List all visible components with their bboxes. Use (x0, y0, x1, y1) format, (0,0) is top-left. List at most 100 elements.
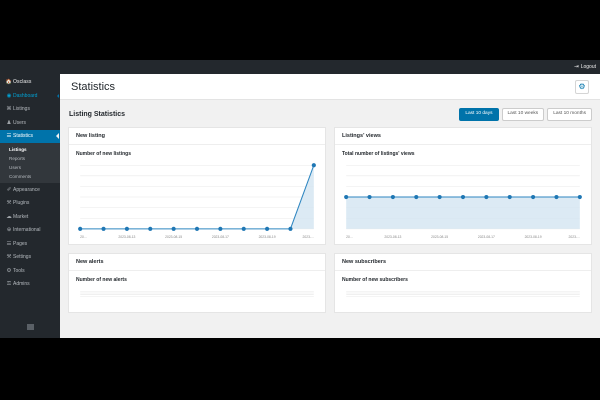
page-header: Statistics ⚙ (60, 74, 600, 100)
settings-icon: ⚒ (6, 254, 12, 261)
sidebar-item-market[interactable]: ☁ Market (0, 210, 60, 224)
gear-icon[interactable]: ⚙ (575, 79, 589, 94)
chart-point[interactable] (78, 226, 83, 231)
card-title: New alerts (69, 254, 325, 272)
plugins-icon: ⚒ (6, 200, 12, 207)
stat-card: New subscribers Number of new subscribers (334, 253, 592, 314)
chart-svg (346, 291, 580, 297)
chart-svg: 20... 2023-08-13 2023-08-15 2023-08-17 2023-… (344, 164, 582, 239)
statistics-icon: ☰ (6, 133, 12, 140)
sidebar-item-international[interactable]: ⊕ International (0, 224, 60, 238)
sidebar-brand[interactable]: 🏠 Osclass (0, 74, 60, 89)
logout-icon: ⇥ (574, 64, 579, 70)
admin-bar: ⇥ Logout (0, 60, 600, 74)
chart-point[interactable] (390, 194, 395, 199)
dashboard-icon: ◉ (6, 92, 12, 99)
sidebar-item-appearance[interactable]: ✐ Appearance (0, 183, 60, 197)
sidebar-item-plugins[interactable]: ⚒ Plugins (0, 197, 60, 211)
sidebar-submenu: Listings Reports Users Comments (0, 143, 60, 183)
collapse-menu-button[interactable] (0, 316, 60, 338)
sidebar-item-settings[interactable]: ⚒ Settings (0, 251, 60, 265)
chart-point[interactable] (531, 194, 536, 199)
chart-point[interactable] (367, 194, 372, 199)
card-body: Number of new alerts (69, 271, 325, 312)
submenu-item-reports[interactable]: Reports (9, 156, 26, 161)
chart-container: 20... 2023-08-13 2023-08-15 2023-08-17 2023-… (342, 160, 584, 241)
sidebar-item-tools[interactable]: ⚙ Tools (0, 264, 60, 278)
appearance-icon: ✐ (6, 186, 12, 193)
chart-point[interactable] (218, 226, 223, 231)
chart-point[interactable] (577, 194, 582, 199)
sidebar-item-label: Plugins (13, 200, 30, 207)
submenu-item-listings[interactable]: Listings (9, 147, 27, 152)
card-body: Number of new subscribers (335, 271, 591, 312)
x-axis-tick-label: 2023-08-19 (525, 235, 542, 239)
card-title: New listing (69, 128, 325, 145)
card-title: Listings' views (335, 128, 591, 145)
chart-point[interactable] (311, 162, 316, 168)
logout-link[interactable]: ⇥ Logout (574, 64, 596, 70)
section-header: Listing Statistics Last 10 days Last 10 w… (68, 108, 592, 121)
card-subtitle: Number of new listings (76, 150, 132, 157)
sidebar-menu: ◉ Dashboard ⌘ Listings ♟ Users ☰ Statistics List… (0, 89, 60, 291)
chart-point[interactable] (101, 226, 106, 231)
sidebar-item-listings[interactable]: ⌘ Listings (0, 103, 60, 117)
sidebar-item-dashboard[interactable]: ◉ Dashboard (0, 89, 60, 103)
sidebar-item-pages[interactable]: ☰ Pages (0, 237, 60, 251)
chart-svg (80, 291, 314, 297)
stat-card-grid: New listing Number of new listings 20... 20… (68, 126, 592, 314)
chart-container: 20... 2023-08-13 2023-08-15 2023-08-17 2023-… (76, 160, 318, 241)
chart-point[interactable] (171, 226, 176, 231)
chart-point[interactable] (265, 226, 270, 231)
range-button-last-10-months[interactable]: Last 10 months (547, 108, 592, 121)
admins-icon: ⚿ (6, 280, 12, 287)
main-content: Statistics ⚙ Listing Statistics Last 10 … (60, 74, 600, 338)
sidebar-item-label: Listings (13, 106, 30, 113)
international-icon: ⊕ (6, 227, 12, 234)
chart-point[interactable] (288, 226, 293, 231)
sidebar-brand-label: Osclass (13, 78, 32, 85)
chart-point[interactable] (554, 194, 559, 199)
sidebar-item-label: Dashboard (13, 92, 38, 99)
chart-container (342, 286, 584, 309)
chart-point[interactable] (507, 194, 512, 199)
sidebar-item-admins[interactable]: ⚿ Admins (0, 278, 60, 292)
x-axis-tick-label: 2023-... (569, 235, 580, 239)
card-body: Number of new listings 20... 2023-08-13 202… (69, 145, 325, 244)
card-body: Total number of listings' views 20... 2023… (335, 145, 591, 244)
chart-point[interactable] (437, 194, 442, 199)
sidebar-item-label: Appearance (13, 186, 40, 193)
chart-svg: 20... 2023-08-13 2023-08-15 2023-08-17 2023-… (78, 162, 316, 239)
chart-point[interactable] (148, 226, 153, 231)
chart-point[interactable] (124, 226, 129, 231)
x-axis-tick-label: 2023-08-17 (212, 235, 229, 239)
section-title: Listing Statistics (69, 110, 126, 118)
submenu-item-users[interactable]: Users (9, 165, 21, 170)
chart-point[interactable] (414, 194, 419, 199)
sidebar-item-label: Users (13, 119, 27, 126)
pages-icon: ☰ (6, 240, 12, 247)
sidebar-item-statistics[interactable]: ☰ Statistics (0, 129, 60, 143)
chart-area-fill (346, 196, 580, 229)
card-subtitle: Total number of listings' views (342, 150, 415, 157)
card-subtitle: Number of new alerts (76, 277, 127, 284)
range-button-last-10-days[interactable]: Last 10 days (459, 108, 499, 121)
chart-point[interactable] (460, 194, 466, 199)
sidebar-item-label: Pages (13, 240, 28, 247)
stat-card: New listing Number of new listings 20... 20… (68, 126, 326, 246)
submenu-wrapper: Listings Reports Users Comments (0, 143, 60, 183)
range-button-last-10-weeks[interactable]: Last 10 weeks (501, 108, 545, 121)
sidebar-item-users[interactable]: ♟ Users (0, 116, 60, 130)
chart-point[interactable] (194, 226, 200, 231)
stat-card: New alerts Number of new alerts (68, 253, 326, 314)
x-axis-tick-label: 2023-08-15 (431, 235, 448, 239)
market-icon: ☁ (6, 213, 12, 220)
tools-icon: ⚙ (6, 267, 12, 274)
card-subtitle: Number of new subscribers (342, 277, 408, 284)
chart-point[interactable] (344, 194, 349, 199)
chart-point[interactable] (484, 194, 489, 199)
submenu-item-comments[interactable]: Comments (9, 174, 32, 179)
card-title: New subscribers (335, 254, 591, 272)
users-icon: ♟ (6, 119, 12, 126)
chart-point[interactable] (241, 226, 246, 231)
